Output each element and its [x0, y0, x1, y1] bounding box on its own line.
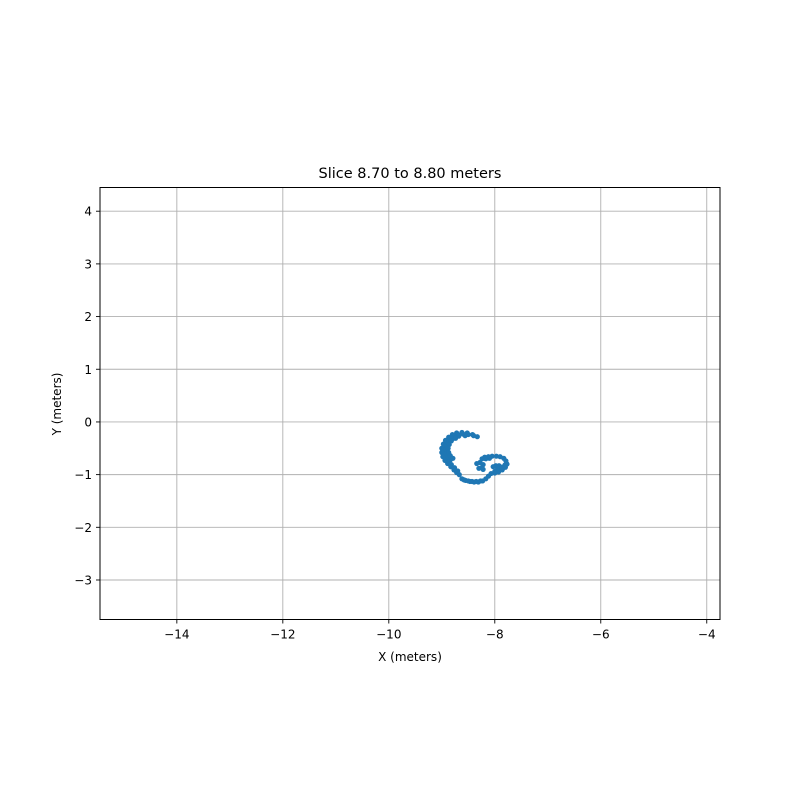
- data-point: [451, 465, 458, 471]
- data-point: [450, 455, 456, 461]
- x-axis-label: X (meters): [378, 650, 442, 664]
- x-tick-label: −4: [698, 628, 716, 642]
- data-point: [452, 435, 459, 441]
- x-tick-label: −6: [592, 628, 610, 642]
- chart-title: Slice 8.70 to 8.80 meters: [319, 166, 502, 182]
- x-tick-label: −12: [270, 628, 295, 642]
- y-tick-label: 3: [84, 257, 92, 271]
- grid: [100, 187, 720, 620]
- data-point: [470, 433, 477, 439]
- data-point: [448, 462, 454, 468]
- data-point: [477, 478, 484, 484]
- data-point: [461, 477, 467, 483]
- data-point: [499, 464, 505, 470]
- data-point: [493, 453, 499, 459]
- x-tick-label: −8: [486, 628, 504, 642]
- x-tick-label: −14: [164, 628, 189, 642]
- y-tick-label: −3: [74, 573, 92, 587]
- data-point: [492, 468, 498, 475]
- y-axis-ticks: −3 −2 −1 0 1 2 3 4: [74, 205, 100, 587]
- y-tick-label: 0: [84, 415, 92, 429]
- data-point: [469, 478, 475, 485]
- data-points: [439, 429, 510, 485]
- data-point: [473, 478, 479, 485]
- data-point: [476, 465, 482, 471]
- data-point: [483, 456, 489, 462]
- data-point: [480, 466, 486, 472]
- y-tick-label: 1: [84, 363, 92, 377]
- y-tick-label: 2: [84, 310, 92, 324]
- data-point: [462, 433, 468, 439]
- x-axis-ticks: −14 −12 −10 −8 −6 −4: [164, 619, 716, 642]
- y-tick-label: −2: [74, 521, 92, 535]
- y-tick-label: −1: [74, 468, 92, 482]
- data-point: [490, 464, 496, 470]
- axes-frame: [99, 187, 721, 620]
- x-tick-label: −10: [376, 628, 401, 642]
- data-point: [445, 445, 451, 451]
- y-axis-label: Y (meters): [50, 373, 64, 437]
- data-point: [474, 460, 480, 467]
- data-point: [494, 465, 501, 471]
- data-point: [455, 468, 461, 474]
- y-tick-label: 4: [84, 205, 92, 219]
